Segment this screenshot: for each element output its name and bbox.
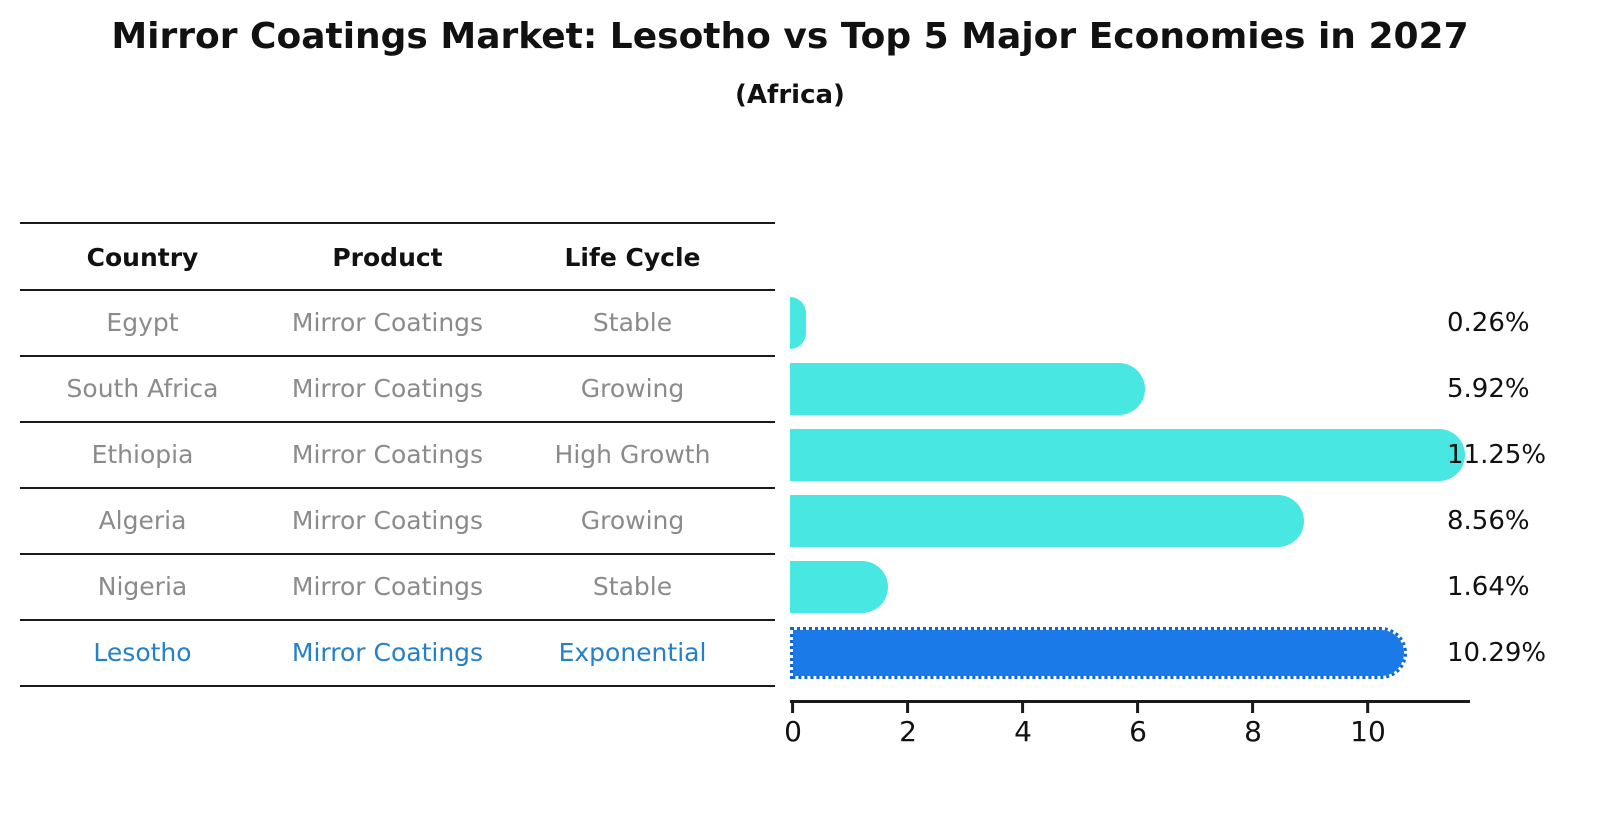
column-header-country: Country bbox=[86, 243, 199, 272]
country-cell: South Africa bbox=[66, 374, 219, 403]
value-bar bbox=[790, 495, 1304, 547]
tick-mark bbox=[1251, 703, 1255, 713]
life-cycle-cell: High Growth bbox=[554, 440, 711, 469]
x-axis-tick: 4 bbox=[1014, 703, 1032, 748]
column-header-product: Product bbox=[332, 243, 443, 272]
country-cell: Ethiopia bbox=[91, 440, 194, 469]
life-cycle-cell: Growing bbox=[580, 374, 685, 403]
product-cell: Mirror Coatings bbox=[291, 308, 484, 337]
table-row: Algeria Mirror Coatings Growing 8.56% bbox=[20, 487, 1604, 554]
product-cell: Mirror Coatings bbox=[291, 374, 484, 403]
product-cell: Mirror Coatings bbox=[291, 506, 484, 535]
tick-label: 4 bbox=[1014, 715, 1032, 748]
tick-label: 6 bbox=[1129, 715, 1147, 748]
value-label: 11.25% bbox=[1447, 440, 1547, 470]
x-axis-tick: 8 bbox=[1244, 703, 1262, 748]
tick-label: 2 bbox=[899, 715, 917, 748]
x-axis-tick: 0 bbox=[784, 703, 802, 748]
tick-mark bbox=[1366, 703, 1370, 713]
table-row: Lesotho Mirror Coatings Exponential 10.2… bbox=[20, 619, 1604, 686]
table-body: Egypt Mirror Coatings Stable 0.26% South… bbox=[20, 289, 1604, 686]
table-row: South Africa Mirror Coatings Growing 5.9… bbox=[20, 355, 1604, 422]
value-label: 10.29% bbox=[1447, 638, 1547, 668]
tick-label: 0 bbox=[784, 715, 802, 748]
tick-mark bbox=[1021, 703, 1025, 713]
country-cell: Nigeria bbox=[97, 572, 188, 601]
tick-label: 8 bbox=[1244, 715, 1262, 748]
life-cycle-cell: Growing bbox=[580, 506, 685, 535]
country-cell: Lesotho bbox=[93, 638, 192, 667]
country-cell: Algeria bbox=[98, 506, 187, 535]
product-cell: Mirror Coatings bbox=[291, 440, 484, 469]
value-bar bbox=[790, 363, 1146, 415]
tick-mark bbox=[791, 703, 795, 713]
x-axis-tick: 10 bbox=[1350, 703, 1386, 748]
value-bar bbox=[790, 297, 806, 349]
value-bar bbox=[790, 429, 1465, 481]
life-cycle-cell: Stable bbox=[592, 572, 673, 601]
chart-title: Mirror Coatings Market: Lesotho vs Top 5… bbox=[111, 16, 1469, 57]
product-cell: Mirror Coatings bbox=[291, 638, 484, 667]
x-axis-line bbox=[790, 700, 1470, 703]
table-bottom-rule bbox=[20, 685, 775, 687]
table-row: Egypt Mirror Coatings Stable 0.26% bbox=[20, 289, 1604, 356]
country-cell: Egypt bbox=[106, 308, 179, 337]
column-header-life-cycle: Life Cycle bbox=[564, 243, 701, 272]
x-axis-ticks: 0 2 4 6 8 10 bbox=[784, 703, 1470, 763]
life-cycle-cell: Exponential bbox=[558, 638, 707, 667]
x-axis-tick: 6 bbox=[1129, 703, 1147, 748]
chart-subtitle: (Africa) bbox=[735, 80, 845, 110]
value-label: 5.92% bbox=[1447, 374, 1530, 404]
value-label: 0.26% bbox=[1447, 308, 1530, 338]
value-label: 8.56% bbox=[1447, 506, 1530, 536]
value-bar bbox=[790, 627, 1408, 679]
tick-label: 10 bbox=[1350, 715, 1386, 748]
x-axis-tick: 2 bbox=[899, 703, 917, 748]
tick-mark bbox=[1136, 703, 1140, 713]
table-header-row: Country Product Life Cycle bbox=[20, 222, 775, 292]
life-cycle-cell: Stable bbox=[592, 308, 673, 337]
table-row: Ethiopia Mirror Coatings High Growth 11.… bbox=[20, 421, 1604, 488]
table-row: Nigeria Mirror Coatings Stable 1.64% bbox=[20, 553, 1604, 620]
tick-mark bbox=[906, 703, 910, 713]
value-bar bbox=[790, 561, 889, 613]
value-label: 1.64% bbox=[1447, 572, 1530, 602]
product-cell: Mirror Coatings bbox=[291, 572, 484, 601]
